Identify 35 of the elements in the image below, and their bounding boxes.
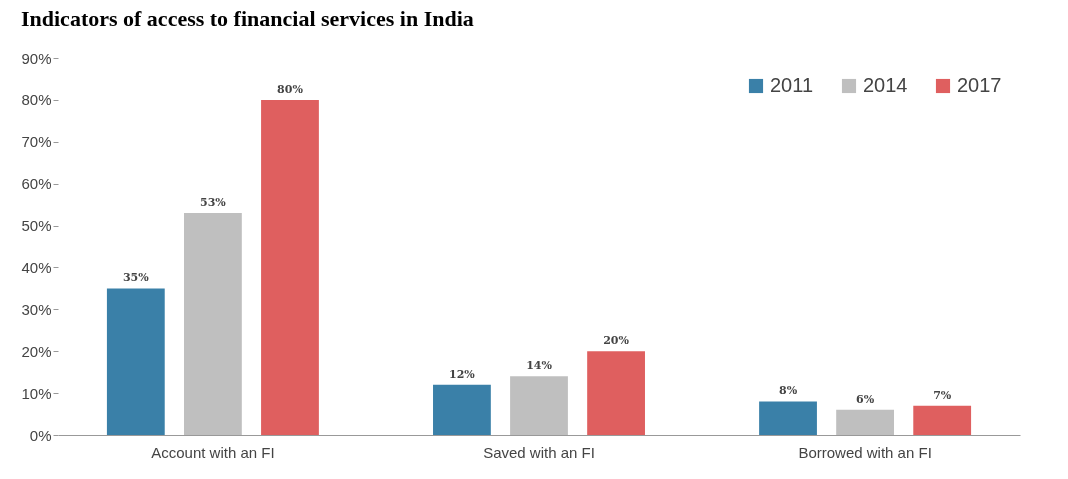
legend-label: 2011 <box>770 74 814 96</box>
bar <box>913 405 972 435</box>
bar <box>261 99 319 435</box>
data-label: 20% <box>603 334 630 348</box>
bar <box>183 212 242 435</box>
y-tick-label: 30% <box>21 300 52 318</box>
x-tick-label: Saved with an FI <box>483 443 595 461</box>
legend-label: 2014 <box>863 74 908 96</box>
y-tick-label: 40% <box>21 258 52 276</box>
y-tick-label: 10% <box>21 384 52 402</box>
y-tick-label: 60% <box>21 175 52 193</box>
x-tick-label: Account with an FI <box>151 443 275 461</box>
chart-title: Indicators of access to financial services in India <box>20 6 474 31</box>
bar <box>836 409 895 435</box>
data-label: 6% <box>856 392 875 406</box>
x-tick-label: Borrowed with an FI <box>798 443 932 461</box>
bar <box>106 288 165 435</box>
data-label: 7% <box>933 388 952 402</box>
bar <box>587 351 645 435</box>
data-label: 8% <box>778 384 798 398</box>
bar <box>510 376 568 435</box>
y-tick-label: 80% <box>21 91 52 109</box>
y-tick-label: 20% <box>21 342 52 360</box>
legend-label: 2017 <box>957 74 1002 96</box>
y-tick-label: 70% <box>21 133 52 151</box>
bar <box>759 401 817 435</box>
data-label: 53% <box>200 195 227 209</box>
y-tick-label: 90% <box>21 49 52 67</box>
data-label: 80% <box>277 82 304 96</box>
bar <box>433 384 491 435</box>
data-label: 35% <box>122 271 150 285</box>
y-tick-label: 0% <box>29 426 52 444</box>
data-label: 14% <box>526 359 553 373</box>
y-tick-label: 50% <box>21 217 52 235</box>
data-label: 12% <box>449 367 476 381</box>
